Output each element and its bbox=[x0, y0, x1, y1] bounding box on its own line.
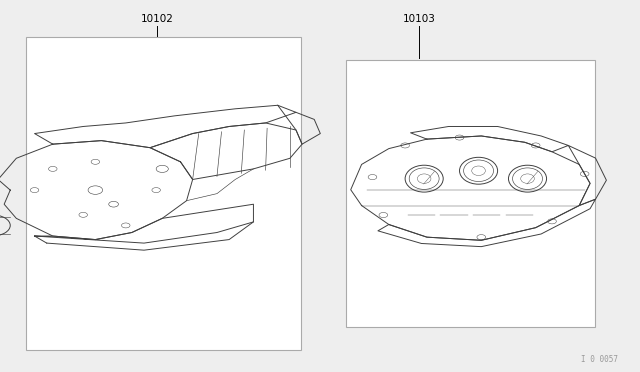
Text: I 0 0057: I 0 0057 bbox=[580, 355, 618, 364]
Bar bbox=[346, 60, 595, 327]
Text: 10102: 10102 bbox=[140, 14, 173, 24]
Bar bbox=[26, 37, 301, 350]
Text: 10103: 10103 bbox=[403, 14, 436, 24]
